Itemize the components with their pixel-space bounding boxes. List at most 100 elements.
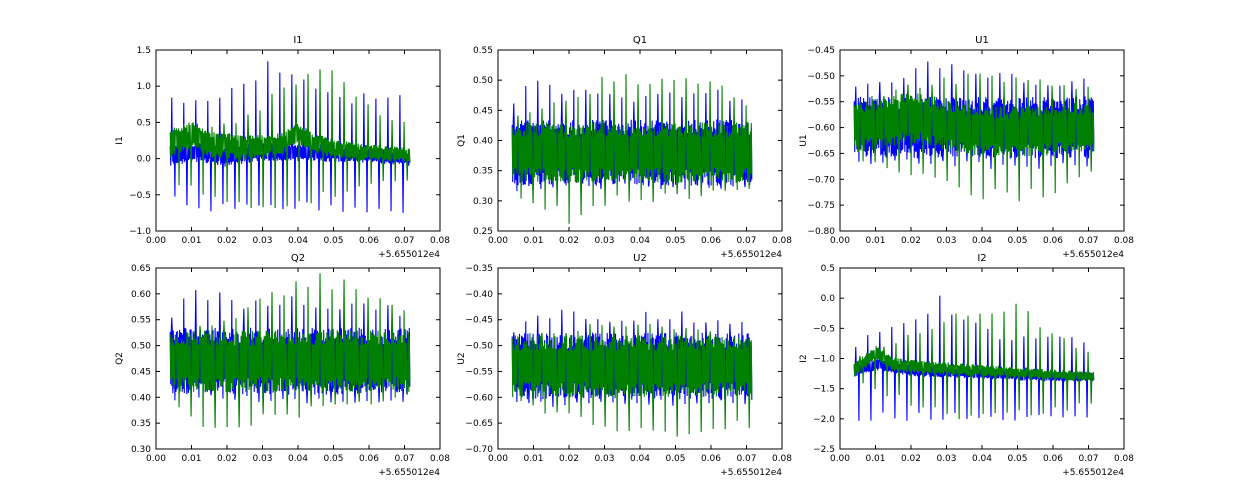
chart-panel: 0.00 0.01 0.02 0.03 0.04 0.05 0.06 0.07 0.08 0.25… [457,35,792,260]
y-tick-label: 1.0 [137,82,152,92]
y-tick-label: 0.50 [131,342,151,352]
y-tick-label: −0.55 [465,367,493,377]
y-tick-label: −2.0 [813,415,835,425]
x-tick-label: 0.04 [972,236,992,246]
y-tick-label: −0.65 [807,149,835,159]
x-tick-label: 0.03 [936,236,956,246]
x-tick-label: 0.02 [217,454,237,464]
x-tick-label: 0.05 [665,236,685,246]
chart-panel: 0.00 0.01 0.02 0.03 0.04 0.05 0.06 0.07 0.08 −0.8… [799,35,1134,260]
x-tick-label: 0.03 [594,236,614,246]
x-tick-label: 0.00 [488,454,508,464]
y-tick-label: −0.45 [807,46,835,56]
y-tick-label: 0.30 [131,445,151,455]
y-tick-label: −2.5 [813,445,835,455]
x-tick-label: 0.02 [901,236,921,246]
x-tick-label: 0.07 [736,236,756,246]
y-tick-label: −1.0 [129,227,151,237]
x-tick-label: 0.04 [630,454,650,464]
y-tick-label: −0.70 [465,445,493,455]
y-axis-label: Q1 [457,134,467,147]
chart-panel: 0.00 0.01 0.02 0.03 0.04 0.05 0.06 0.07 0.08 −1.0… [115,35,450,260]
x-offset-label: +5.655012e4 [1062,250,1124,260]
y-axis-label: U1 [799,134,809,146]
series-line [169,69,411,209]
x-tick-label: 0.07 [1078,236,1098,246]
y-tick-label: −1.5 [813,385,835,395]
x-tick-label: 0.04 [288,454,308,464]
y-tick-label: −0.50 [807,72,835,82]
y-tick-label: 0.50 [473,76,493,86]
y-tick-label: 0.5 [821,264,835,274]
y-tick-label: 0.55 [473,46,493,56]
x-tick-label: 0.06 [701,454,721,464]
x-tick-label: 0.00 [830,454,850,464]
y-tick-label: −0.55 [807,98,835,108]
x-tick-label: 0.06 [1043,236,1063,246]
y-axis-label: I2 [799,354,809,362]
x-tick-label: 0.01 [523,454,543,464]
x-tick-label: 0.04 [972,454,992,464]
y-tick-label: 0.40 [473,137,493,147]
x-tick-label: 0.06 [359,454,379,464]
y-tick-label: 0.45 [131,367,151,377]
x-tick-label: 0.05 [323,236,343,246]
x-tick-label: 0.08 [430,236,450,246]
x-tick-label: 0.08 [430,454,450,464]
y-tick-label: 0.40 [131,393,151,403]
x-offset-label: +5.655012e4 [720,468,782,478]
chart-title: I1 [293,35,302,46]
x-tick-label: 0.07 [394,236,414,246]
x-tick-label: 0.06 [1043,454,1063,464]
y-axis-label: U2 [457,352,467,364]
y-tick-label: 0.65 [131,264,151,274]
x-tick-label: 0.02 [217,236,237,246]
series-line [853,303,1095,420]
y-tick-label: 0.0 [821,294,836,304]
x-tick-label: 0.02 [559,236,579,246]
series-line [511,74,753,224]
y-tick-label: −0.5 [129,191,151,201]
x-tick-label: 0.07 [1078,454,1098,464]
x-tick-label: 0.06 [701,236,721,246]
x-offset-label: +5.655012e4 [1062,468,1124,478]
y-tick-label: −0.75 [807,201,835,211]
y-tick-label: −0.50 [465,342,493,352]
y-tick-label: −0.60 [807,124,835,134]
x-tick-label: 0.06 [359,236,379,246]
x-offset-label: +5.655012e4 [378,250,440,260]
series-line [853,73,1095,202]
x-tick-label: 0.02 [559,454,579,464]
x-tick-label: 0.07 [736,454,756,464]
x-tick-label: 0.03 [936,454,956,464]
x-tick-label: 0.05 [323,454,343,464]
x-offset-label: +5.655012e4 [720,250,782,260]
x-tick-label: 0.00 [146,454,166,464]
y-tick-label: 0.55 [131,316,151,326]
chart-title: Q2 [291,253,305,264]
y-axis-label: Q2 [115,352,125,365]
y-tick-label: −0.35 [465,264,493,274]
x-tick-label: 0.04 [630,236,650,246]
chart-panel: 0.00 0.01 0.02 0.03 0.04 0.05 0.06 0.07 0.08 0.30… [115,253,450,478]
y-tick-label: −0.60 [465,393,493,403]
x-tick-label: 0.07 [394,454,414,464]
y-axis-label: I1 [115,136,125,144]
x-tick-label: 0.03 [594,454,614,464]
x-tick-label: 0.00 [830,236,850,246]
y-tick-label: 0.35 [473,167,493,177]
y-tick-label: 0.30 [473,197,493,207]
chart-title: U1 [975,35,989,46]
y-tick-label: 0.60 [131,290,151,300]
y-tick-label: −0.45 [465,316,493,326]
x-tick-label: 0.00 [488,236,508,246]
x-tick-label: 0.03 [252,454,272,464]
y-tick-label: 0.5 [137,118,151,128]
x-tick-label: 0.05 [1007,236,1027,246]
y-tick-label: −0.5 [813,324,835,334]
y-tick-label: 1.5 [137,46,151,56]
y-tick-label: −0.65 [465,419,493,429]
x-tick-label: 0.05 [665,454,685,464]
x-tick-label: 0.00 [146,236,166,246]
x-tick-label: 0.02 [901,454,921,464]
